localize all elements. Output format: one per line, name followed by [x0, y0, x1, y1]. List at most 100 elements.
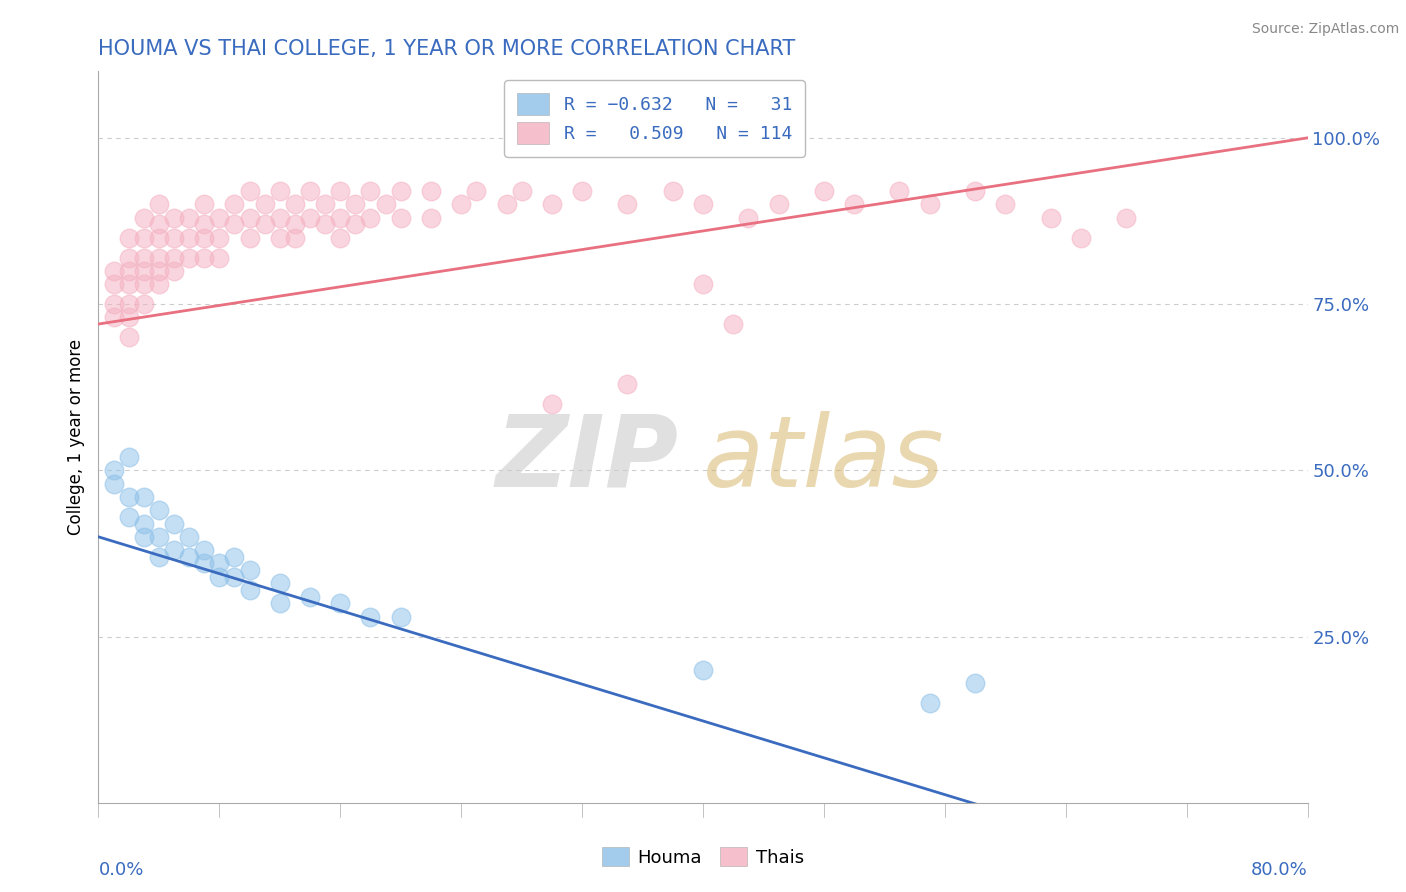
- Point: [253, 217, 276, 231]
- Point: [1070, 230, 1092, 244]
- Point: [179, 211, 201, 225]
- Text: 80.0%: 80.0%: [1251, 862, 1308, 880]
- Point: [692, 663, 714, 677]
- Point: [208, 211, 231, 225]
- Point: [148, 277, 170, 292]
- Point: [103, 264, 125, 278]
- Point: [420, 184, 443, 198]
- Point: [420, 211, 443, 225]
- Point: [163, 264, 186, 278]
- Point: [118, 509, 141, 524]
- Y-axis label: College, 1 year or more: College, 1 year or more: [67, 339, 86, 535]
- Legend: R = −0.632   N =   31, R =   0.509   N = 114: R = −0.632 N = 31, R = 0.509 N = 114: [505, 80, 804, 157]
- Text: ZIP: ZIP: [496, 410, 679, 508]
- Point: [118, 230, 141, 244]
- Point: [299, 590, 322, 604]
- Point: [118, 450, 141, 464]
- Point: [844, 197, 866, 211]
- Point: [148, 530, 170, 544]
- Point: [571, 184, 593, 198]
- Legend: Houma, Thais: Houma, Thais: [595, 840, 811, 874]
- Point: [918, 197, 941, 211]
- Point: [132, 297, 155, 311]
- Point: [193, 230, 215, 244]
- Point: [239, 582, 262, 597]
- Point: [193, 543, 215, 558]
- Point: [148, 217, 170, 231]
- Point: [284, 230, 307, 244]
- Point: [118, 251, 141, 265]
- Point: [132, 211, 155, 225]
- Point: [239, 230, 262, 244]
- Point: [965, 184, 987, 198]
- Point: [813, 184, 835, 198]
- Point: [269, 211, 291, 225]
- Point: [540, 397, 562, 411]
- Point: [284, 217, 307, 231]
- Point: [193, 217, 215, 231]
- Point: [103, 463, 125, 477]
- Point: [692, 197, 714, 211]
- Text: atlas: atlas: [703, 410, 945, 508]
- Point: [994, 197, 1017, 211]
- Point: [269, 596, 291, 610]
- Point: [1115, 211, 1137, 225]
- Point: [148, 549, 170, 564]
- Point: [344, 217, 367, 231]
- Point: [768, 197, 790, 211]
- Point: [179, 530, 201, 544]
- Point: [450, 197, 472, 211]
- Point: [179, 230, 201, 244]
- Point: [103, 277, 125, 292]
- Point: [389, 609, 412, 624]
- Point: [661, 184, 683, 198]
- Point: [737, 211, 759, 225]
- Point: [132, 530, 155, 544]
- Point: [253, 197, 276, 211]
- Point: [495, 197, 517, 211]
- Text: 0.0%: 0.0%: [98, 862, 143, 880]
- Point: [389, 211, 412, 225]
- Point: [163, 251, 186, 265]
- Point: [103, 310, 125, 325]
- Point: [208, 557, 231, 571]
- Point: [344, 197, 367, 211]
- Point: [965, 676, 987, 690]
- Point: [118, 310, 141, 325]
- Point: [163, 516, 186, 531]
- Point: [118, 490, 141, 504]
- Point: [132, 251, 155, 265]
- Point: [299, 184, 322, 198]
- Point: [329, 596, 352, 610]
- Point: [208, 230, 231, 244]
- Point: [148, 503, 170, 517]
- Point: [224, 570, 246, 584]
- Point: [148, 264, 170, 278]
- Point: [918, 696, 941, 710]
- Point: [1039, 211, 1062, 225]
- Text: HOUMA VS THAI COLLEGE, 1 YEAR OR MORE CORRELATION CHART: HOUMA VS THAI COLLEGE, 1 YEAR OR MORE CO…: [98, 38, 796, 59]
- Point: [179, 251, 201, 265]
- Point: [224, 197, 246, 211]
- Point: [208, 251, 231, 265]
- Point: [208, 570, 231, 584]
- Point: [269, 576, 291, 591]
- Point: [132, 230, 155, 244]
- Point: [193, 251, 215, 265]
- Point: [163, 211, 186, 225]
- Point: [239, 211, 262, 225]
- Point: [723, 317, 745, 331]
- Point: [360, 211, 382, 225]
- Point: [239, 184, 262, 198]
- Point: [132, 277, 155, 292]
- Point: [889, 184, 911, 198]
- Point: [374, 197, 396, 211]
- Point: [163, 543, 186, 558]
- Point: [163, 230, 186, 244]
- Point: [269, 230, 291, 244]
- Point: [299, 211, 322, 225]
- Point: [314, 197, 336, 211]
- Point: [239, 563, 262, 577]
- Point: [329, 211, 352, 225]
- Point: [510, 184, 533, 198]
